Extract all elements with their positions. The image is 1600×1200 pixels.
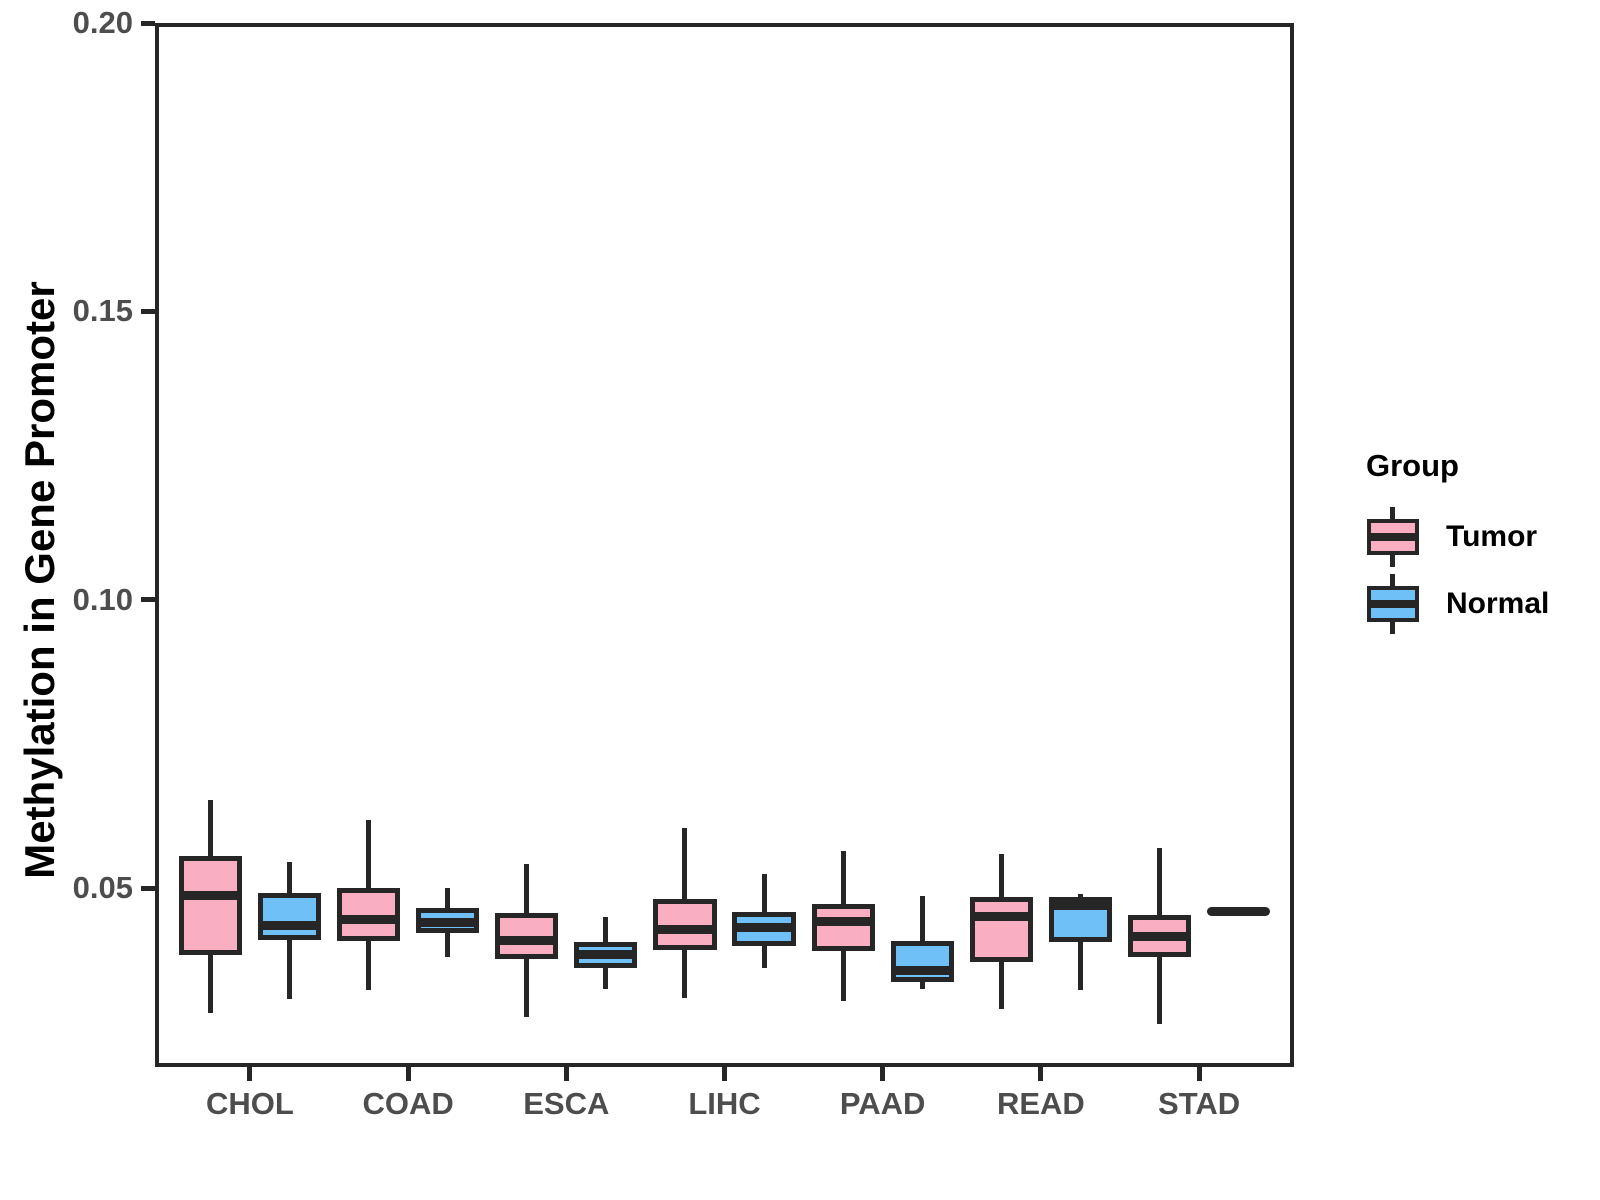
legend-item-tumor: Tumor bbox=[1366, 507, 1537, 567]
boxplot-box-normal-chol bbox=[257, 893, 322, 941]
x-tick-mark bbox=[1038, 1067, 1044, 1081]
legend-label: Normal bbox=[1446, 587, 1550, 620]
x-tick-mark bbox=[563, 1067, 569, 1081]
median-line-tumor-coad bbox=[336, 914, 401, 924]
x-tick-label-stad: STAD bbox=[1158, 1086, 1241, 1121]
boxplot-box-tumor-read bbox=[969, 896, 1033, 963]
median-line-tumor-stad bbox=[1127, 931, 1192, 941]
legend: Group Tumor Normal bbox=[1366, 447, 1596, 634]
median-line-normal-paad bbox=[890, 965, 954, 975]
y-tick-label: 0.05 bbox=[72, 870, 133, 906]
median-line-tumor-paad bbox=[811, 916, 875, 926]
boxplot-box-tumor-lihc bbox=[653, 899, 717, 951]
boxplot-box-tumor-chol bbox=[178, 855, 242, 956]
x-tick-mark bbox=[722, 1067, 727, 1081]
median-line-tumor-read bbox=[969, 911, 1033, 921]
x-tick-label-lihc: LIHC bbox=[688, 1086, 761, 1121]
x-tick-mark bbox=[1196, 1067, 1202, 1081]
boxplot-box-tumor-paad bbox=[811, 904, 875, 952]
y-axis-title: Methylation in Gene Promoter bbox=[16, 281, 63, 879]
median-line-normal-lihc bbox=[732, 923, 796, 933]
median-line-normal-chol bbox=[257, 920, 322, 930]
plot-panel bbox=[155, 23, 1294, 1067]
x-tick-mark bbox=[247, 1067, 253, 1081]
y-tick-label: 0.20 bbox=[72, 5, 133, 40]
boxplot-flat-normal-stad bbox=[1206, 907, 1271, 917]
y-tick-mark bbox=[141, 885, 155, 891]
median-line-normal-read bbox=[1048, 900, 1113, 910]
boxplot-box-tumor-coad bbox=[336, 888, 401, 941]
median-line-normal-esca bbox=[574, 950, 638, 960]
x-tick-label-paad: PAAD bbox=[839, 1086, 926, 1121]
y-tick-mark bbox=[141, 597, 155, 603]
median-line-tumor-esca bbox=[495, 935, 559, 945]
x-tick-label-read: READ bbox=[996, 1086, 1085, 1121]
y-tick-mark bbox=[141, 308, 155, 314]
x-tick-label-esca: ESCA bbox=[523, 1086, 610, 1121]
y-tick-label: 0.10 bbox=[72, 581, 133, 617]
median-line-tumor-chol bbox=[178, 891, 242, 901]
median-line-normal-coad bbox=[416, 918, 480, 928]
x-tick-mark bbox=[880, 1067, 886, 1081]
x-tick-label-coad: COAD bbox=[362, 1086, 454, 1121]
x-tick-mark bbox=[405, 1067, 411, 1081]
y-tick-label: 0.15 bbox=[72, 293, 133, 329]
legend-item-normal: Normal bbox=[1366, 574, 1549, 634]
legend-label: Tumor bbox=[1446, 520, 1538, 553]
median-line-tumor-lihc bbox=[653, 925, 717, 935]
whisker-normal-read bbox=[1077, 893, 1083, 991]
legend-title: Group bbox=[1366, 448, 1459, 483]
x-tick-label-chol: CHOL bbox=[205, 1086, 294, 1121]
legend-key-boxplot-icon bbox=[1366, 574, 1420, 634]
boxplot-box-normal-paad bbox=[890, 940, 954, 983]
y-tick-mark bbox=[141, 20, 155, 26]
legend-key-boxplot-icon bbox=[1366, 507, 1420, 567]
